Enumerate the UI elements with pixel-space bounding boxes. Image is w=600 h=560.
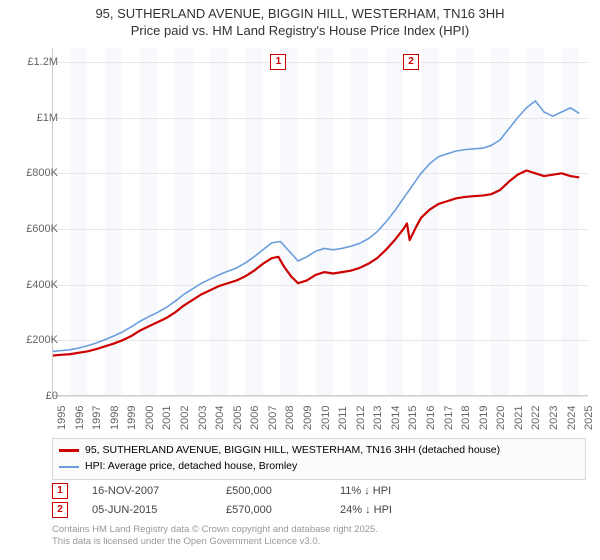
- x-tick-label: 1997: [91, 406, 103, 430]
- x-tick-label: 2022: [530, 406, 542, 430]
- title-line1: 95, SUTHERLAND AVENUE, BIGGIN HILL, WEST…: [10, 6, 590, 23]
- y-tick-label: £600K: [12, 223, 58, 235]
- legend-row-1: 95, SUTHERLAND AVENUE, BIGGIN HILL, WEST…: [59, 443, 579, 459]
- x-tick-label: 2014: [390, 406, 402, 430]
- y-tick-label: £400K: [12, 279, 58, 291]
- x-tick-label: 2005: [232, 406, 244, 430]
- chart-title: 95, SUTHERLAND AVENUE, BIGGIN HILL, WEST…: [0, 0, 600, 42]
- x-tick-label: 2015: [407, 406, 419, 430]
- series-hpi: [52, 101, 579, 352]
- legend-label-2: HPI: Average price, detached house, Brom…: [85, 459, 297, 475]
- title-line2: Price paid vs. HM Land Registry's House …: [10, 23, 590, 40]
- x-tick-label: 1995: [56, 406, 68, 430]
- x-tick-label: 2009: [302, 406, 314, 430]
- legend: 95, SUTHERLAND AVENUE, BIGGIN HILL, WEST…: [52, 438, 586, 480]
- x-tick-label: 2000: [144, 406, 156, 430]
- sales-table: 1 16-NOV-2007 £500,000 11% ↓ HPI 2 05-JU…: [52, 482, 460, 519]
- x-tick-label: 2001: [161, 406, 173, 430]
- x-tick-label: 2020: [495, 406, 507, 430]
- x-tick-label: 2019: [478, 406, 490, 430]
- x-tick-label: 1998: [109, 406, 121, 430]
- chart-sale-marker: 2: [403, 54, 419, 70]
- x-tick-label: 2007: [267, 406, 279, 430]
- sale-date-2: 05-JUN-2015: [92, 501, 202, 520]
- y-tick-label: £800K: [12, 167, 58, 179]
- x-tick-label: 2021: [513, 406, 525, 430]
- x-tick-label: 1996: [74, 406, 86, 430]
- footer-line1: Contains HM Land Registry data © Crown c…: [52, 524, 378, 536]
- y-tick-label: £1.2M: [12, 56, 58, 68]
- sale-date-1: 16-NOV-2007: [92, 482, 202, 501]
- x-axis-line: [52, 395, 588, 396]
- legend-row-2: HPI: Average price, detached house, Brom…: [59, 459, 579, 475]
- chart-container: 95, SUTHERLAND AVENUE, BIGGIN HILL, WEST…: [0, 0, 600, 560]
- x-tick-label: 2010: [320, 406, 332, 430]
- sale-marker-2: 2: [52, 502, 68, 518]
- sale-row-2: 2 05-JUN-2015 £570,000 24% ↓ HPI: [52, 501, 460, 520]
- legend-swatch-1: [59, 449, 79, 452]
- x-tick-label: 2003: [197, 406, 209, 430]
- x-tick-label: 1999: [126, 406, 138, 430]
- sale-diff-2: 24% ↓ HPI: [340, 501, 460, 520]
- x-tick-label: 2017: [443, 406, 455, 430]
- footer-line2: This data is licensed under the Open Gov…: [52, 536, 378, 548]
- x-tick-label: 2025: [583, 406, 595, 430]
- y-tick-label: £1M: [12, 112, 58, 124]
- x-tick-label: 2018: [460, 406, 472, 430]
- footer: Contains HM Land Registry data © Crown c…: [52, 524, 378, 549]
- sale-marker-1: 1: [52, 483, 68, 499]
- x-tick-label: 2023: [548, 406, 560, 430]
- legend-label-1: 95, SUTHERLAND AVENUE, BIGGIN HILL, WEST…: [85, 443, 500, 459]
- legend-swatch-2: [59, 466, 79, 468]
- x-tick-label: 2006: [249, 406, 261, 430]
- x-tick-label: 2016: [425, 406, 437, 430]
- y-tick-label: £200K: [12, 334, 58, 346]
- x-tick-label: 2024: [566, 406, 578, 430]
- sale-price-1: £500,000: [226, 482, 316, 501]
- x-tick-label: 2002: [179, 406, 191, 430]
- gridline: [52, 396, 588, 397]
- x-tick-label: 2008: [284, 406, 296, 430]
- x-tick-label: 2012: [355, 406, 367, 430]
- plot-area: 12: [52, 48, 588, 396]
- sale-price-2: £570,000: [226, 501, 316, 520]
- y-tick-label: £0: [12, 390, 58, 402]
- x-tick-label: 2011: [337, 406, 349, 430]
- chart-sale-marker: 1: [270, 54, 286, 70]
- sale-row-1: 1 16-NOV-2007 £500,000 11% ↓ HPI: [52, 482, 460, 501]
- x-tick-label: 2013: [372, 406, 384, 430]
- x-tick-label: 2004: [214, 406, 226, 430]
- sale-diff-1: 11% ↓ HPI: [340, 482, 460, 501]
- series-lines: [52, 48, 588, 396]
